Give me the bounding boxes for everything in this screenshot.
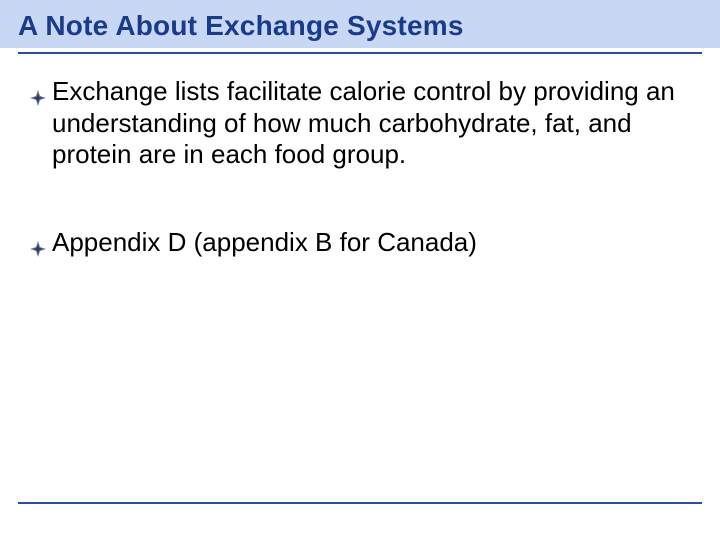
list-item: Appendix D (appendix B for Canada) — [30, 227, 684, 265]
slide: A Note About Exchange Systems Exchange l… — [0, 0, 720, 540]
bullet-text: Appendix D (appendix B for Canada) — [52, 227, 684, 259]
list-item: Exchange lists facilitate calorie contro… — [30, 76, 684, 171]
footer-rule — [18, 502, 702, 504]
diamond-icon-svg — [30, 241, 46, 257]
title-band: A Note About Exchange Systems — [0, 0, 720, 48]
diamond-icon-svg — [30, 90, 46, 106]
body-area: Exchange lists facilitate calorie contro… — [0, 54, 720, 265]
diamond-bullet-icon — [30, 233, 46, 265]
diamond-bullet-icon — [30, 82, 46, 114]
bullet-text: Exchange lists facilitate calorie contro… — [52, 76, 684, 171]
slide-title: A Note About Exchange Systems — [18, 10, 464, 41]
